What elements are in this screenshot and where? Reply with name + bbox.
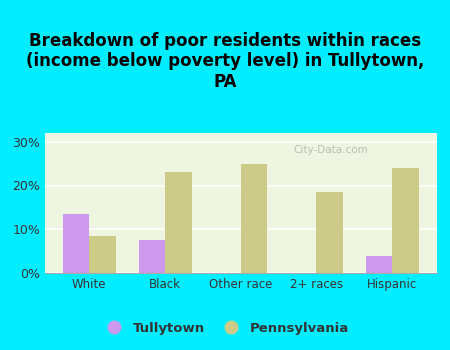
- Bar: [89, 236, 116, 273]
- Bar: [63, 214, 89, 273]
- Bar: [241, 164, 267, 273]
- Bar: [366, 256, 392, 273]
- Bar: [139, 240, 165, 273]
- Bar: [165, 173, 192, 273]
- Text: Breakdown of poor residents within races
(income below poverty level) in Tullyto: Breakdown of poor residents within races…: [26, 32, 424, 91]
- Text: City-Data.com: City-Data.com: [293, 145, 368, 155]
- Bar: [316, 192, 343, 273]
- Bar: [392, 168, 418, 273]
- Legend: Tullytown, Pennsylvania: Tullytown, Pennsylvania: [96, 316, 354, 340]
